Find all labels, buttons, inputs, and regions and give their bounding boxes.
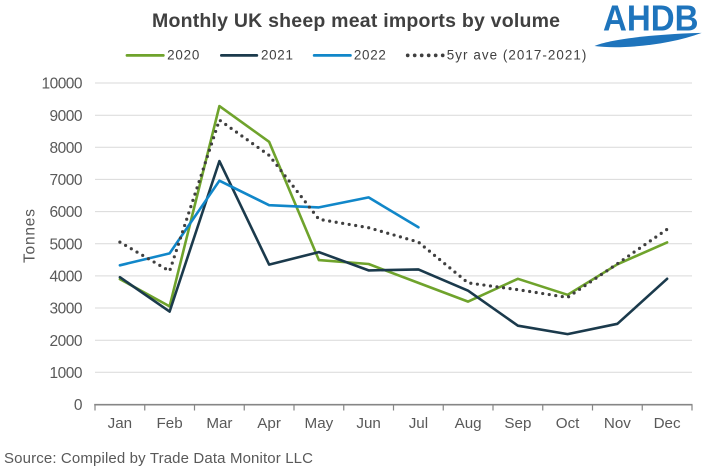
svg-text:Sep: Sep (504, 415, 531, 432)
svg-text:Jan: Jan (108, 415, 133, 432)
svg-text:6000: 6000 (50, 204, 83, 221)
svg-text:5yr ave (2017-2021): 5yr ave (2017-2021) (447, 47, 587, 62)
svg-text:4000: 4000 (50, 269, 83, 286)
svg-text:Apr: Apr (257, 415, 281, 432)
svg-text:AHDB: AHDB (603, 0, 699, 39)
svg-text:Oct: Oct (556, 415, 580, 432)
svg-text:2000: 2000 (50, 333, 83, 350)
svg-text:Nov: Nov (604, 415, 631, 432)
svg-text:Monthly UK sheep meat imports: Monthly UK sheep meat imports by volume (152, 10, 560, 32)
svg-text:3000: 3000 (50, 301, 83, 318)
svg-text:Dec: Dec (654, 415, 681, 432)
svg-text:1000: 1000 (50, 365, 83, 382)
svg-text:Jun: Jun (356, 415, 381, 432)
svg-text:5000: 5000 (50, 236, 83, 253)
svg-text:Source: Compiled by Trade Data: Source: Compiled by Trade Data Monitor L… (4, 450, 313, 467)
svg-text:2021: 2021 (261, 47, 293, 62)
svg-text:Mar: Mar (206, 415, 232, 432)
svg-text:7000: 7000 (50, 172, 83, 189)
svg-text:Feb: Feb (157, 415, 183, 432)
svg-text:Jul: Jul (409, 415, 428, 432)
svg-text:Tonnes: Tonnes (22, 209, 39, 263)
svg-text:2022: 2022 (354, 47, 386, 62)
svg-text:10000: 10000 (42, 76, 83, 93)
svg-text:2020: 2020 (167, 47, 199, 62)
svg-text:May: May (305, 415, 334, 432)
svg-text:0: 0 (74, 397, 83, 414)
svg-text:Aug: Aug (455, 415, 482, 432)
svg-text:8000: 8000 (50, 140, 83, 157)
svg-text:9000: 9000 (50, 108, 83, 125)
